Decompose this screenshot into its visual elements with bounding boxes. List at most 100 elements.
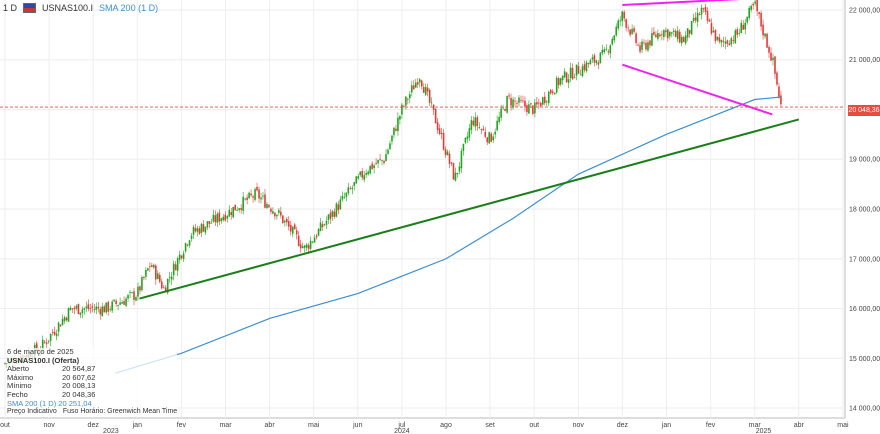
candle [589,58,592,65]
candle [657,29,659,41]
candle [762,19,764,40]
candle [547,90,550,107]
candle [619,16,621,27]
candle [285,217,288,226]
candle-body [778,86,780,98]
candle-body [232,207,235,218]
x-tick-label: abr [265,422,276,429]
candle [563,68,566,79]
candle [583,60,586,73]
candle [293,223,296,230]
candle [180,255,183,260]
candle-body [587,63,590,65]
candle-body [518,97,520,103]
candle-body [135,297,137,301]
candle [613,34,616,43]
candle [665,27,667,37]
candle [698,11,701,16]
trendlines[interactable] [139,0,821,300]
candle [371,161,373,170]
x-tick-label: fev [177,422,187,429]
candle [260,193,262,204]
legend-row: Aberto 20 564,87 [7,364,96,374]
candle [629,28,631,38]
x-tick-label: mai [837,422,849,429]
candle-body [609,45,612,54]
candle [637,42,639,47]
candle-body [750,5,752,10]
candle [341,191,344,202]
candle [266,201,268,209]
candle-body [631,28,633,34]
y-tick-label: 22 000,00 [849,7,880,14]
candle [760,10,762,31]
candle [329,209,332,225]
candle-body [496,120,498,131]
x-axis-labels: out nov dez jan fev mar abr mai jun jul ago set out n… [0,422,849,434]
candle [337,200,340,215]
candle [706,7,709,24]
candle-body [218,212,221,222]
candle-body [692,17,695,22]
candle-body [557,78,560,86]
candle-body [508,95,510,97]
candle [438,124,441,136]
candle-body [323,224,326,226]
candle [395,124,397,132]
candle-body [327,214,330,220]
candle-body [274,212,276,217]
candle-body [319,222,322,232]
candle-body [563,71,566,78]
candle [276,214,278,220]
indicator-label[interactable]: SMA 200 (1 D) [99,3,159,13]
candle [295,226,298,240]
candle-body [637,44,639,46]
candle-body [244,198,246,200]
candle-body [103,306,106,313]
symbol-label[interactable]: USNAS100.I [42,3,94,13]
candle [162,284,165,289]
candle-body [204,226,207,233]
candle [726,39,729,48]
y-tick-label: 17 000,00 [849,256,880,263]
candle [667,28,669,42]
candle [738,28,741,37]
candle [399,115,401,125]
candle-body [672,30,675,32]
candle [508,92,510,100]
candle-body [776,72,778,85]
legend-date: 6 de março de 2025 [7,347,74,356]
candle [242,191,244,215]
timeframe-label[interactable]: 1 D [3,3,18,13]
candle [647,39,649,52]
candle-body [420,80,423,87]
candle-body [488,132,491,144]
candle [663,29,665,41]
candle-body [526,105,528,113]
candle-body [555,77,558,93]
candle [240,204,242,214]
candle [649,39,651,49]
candle [565,71,568,83]
candle [448,150,451,169]
candle-body [708,19,711,22]
candle-body [561,75,564,81]
candle [540,101,542,107]
candle [297,231,300,247]
candle [411,80,413,97]
candle-body [720,40,723,43]
candle-body [393,127,395,136]
candle-body [583,64,586,71]
candle-body [438,128,441,134]
candle [373,163,375,174]
sma200-line [115,96,782,374]
candle-body [599,52,602,64]
candle [170,271,173,285]
candle [323,223,326,227]
candle [424,83,427,96]
candle [714,29,717,44]
x-tick-label: jul [397,422,405,429]
candle-body [655,34,657,38]
candle [135,295,137,302]
candle [633,25,635,34]
